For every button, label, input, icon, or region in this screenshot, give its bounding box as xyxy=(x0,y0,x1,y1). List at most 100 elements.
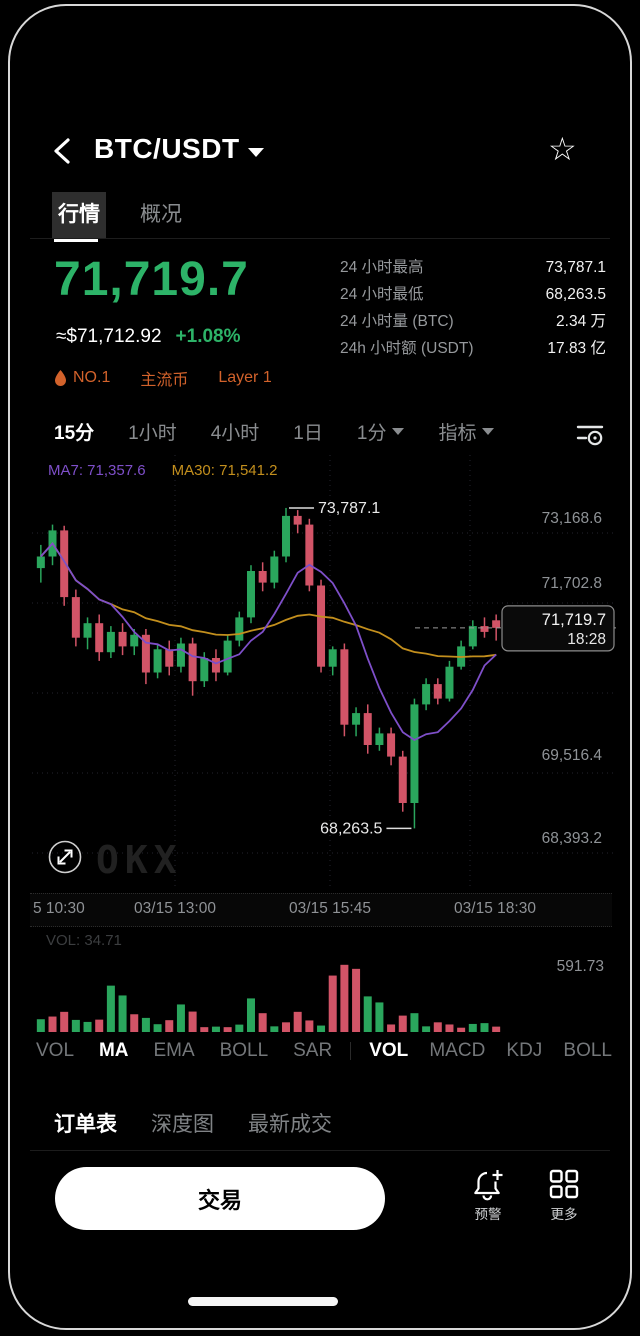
stat-row: 24 小时最低 68,263.5 xyxy=(340,281,606,308)
ma30-label: MA30: 71,541.2 xyxy=(171,462,278,479)
caret-down-icon xyxy=(392,428,405,435)
chart-settings-icon[interactable] xyxy=(576,420,604,448)
badge-label: 主流币 xyxy=(140,372,189,389)
candles-layer xyxy=(36,507,501,829)
x-axis-label: 03/15 18:30 xyxy=(454,900,536,917)
market-tabs: 行情 概况 xyxy=(52,192,188,242)
stat-value: 68,263.5 xyxy=(545,286,606,303)
stat-value: 2.34 万 xyxy=(556,313,606,330)
x-axis-label: 03/15 13:00 xyxy=(134,900,216,917)
bell-plus-icon xyxy=(474,1170,503,1201)
price-change: +1.08% xyxy=(175,326,241,347)
usd-price: ≈$71,712.92 xyxy=(56,326,162,347)
indicator-row: VOL MA EMA BOLL SAR VOL MACD KDJ BOLL xyxy=(36,1040,612,1062)
timeframe-row: 15分 1小时 4小时 1日 1分 指标 xyxy=(54,418,554,445)
market-tab[interactable]: 行情 xyxy=(52,192,106,242)
y-axis-label: 71,702.8 xyxy=(542,575,602,592)
stat-value: 17.83 亿 xyxy=(547,340,606,357)
ma7-label: MA7: 71,357.6 xyxy=(48,462,146,479)
last-price-box[interactable]: 71,719.7 18:28 xyxy=(501,605,615,652)
indicator-separator xyxy=(350,1042,352,1060)
fullscreen-expand-button[interactable] xyxy=(48,840,82,874)
pair-title[interactable]: BTC/USDT xyxy=(94,133,240,164)
more-action[interactable]: 更多 xyxy=(534,1168,594,1223)
flame-icon xyxy=(55,369,66,386)
indicator-tab[interactable]: SAR xyxy=(293,1040,333,1061)
stat-label: 24 小时最低 xyxy=(340,286,424,303)
timeframe-label: 1小时 xyxy=(128,423,177,444)
badge[interactable]: NO.1 xyxy=(54,369,110,387)
x-axis-label: 03/15 15:45 xyxy=(289,900,371,917)
timeframe-tab[interactable]: 指标 xyxy=(438,418,495,445)
stat-row: 24 小时量 (BTC) 2.34 万 xyxy=(340,308,606,335)
last-price: 71,719.7 xyxy=(54,253,249,306)
volume-axis-max: 591.73 xyxy=(556,958,604,975)
candlestick-chart[interactable]: 73,787.1 68,263.5 73,168.6 71,702.8 69,516.4… xyxy=(0,455,640,890)
ma-legend: MA7: 71,357.6 MA30: 71,541.2 xyxy=(48,462,278,479)
timeframe-label: 1日 xyxy=(293,423,323,444)
stat-label: 24 小时最高 xyxy=(340,259,424,276)
timeframe-label: 15分 xyxy=(54,423,95,444)
timeframe-tab[interactable]: 1分 xyxy=(357,418,405,445)
y-axis-label: 69,516.4 xyxy=(542,747,603,764)
grid-more-icon xyxy=(549,1169,579,1199)
indicator-tab[interactable]: MACD xyxy=(429,1040,486,1061)
usd-price-row: ≈$71,712.92 +1.08% xyxy=(56,326,241,348)
timeframe-label: 指标 xyxy=(438,423,477,444)
pair-dropdown-caret-icon[interactable] xyxy=(248,148,264,157)
indicator-tab[interactable]: VOL xyxy=(369,1040,409,1061)
timeframe-tab[interactable]: 1小时 xyxy=(128,418,177,445)
back-button[interactable] xyxy=(50,136,76,166)
badge-label: NO.1 xyxy=(73,369,111,386)
ma30-line xyxy=(40,542,497,658)
timeframe-tab[interactable]: 4小时 xyxy=(211,418,260,445)
main-indicators: VOL MA EMA BOLL SAR xyxy=(36,1040,332,1062)
caret-down-icon xyxy=(482,428,495,435)
stat-label: 24h 小时额 (USDT) xyxy=(340,340,474,357)
orderbook-tabs: 订单表 深度图 最新成交 xyxy=(54,1108,332,1138)
svg-text:71,719.7: 71,719.7 xyxy=(542,611,606,629)
stat-value: 73,787.1 xyxy=(545,259,606,276)
y-axis-label: 68,393.2 xyxy=(542,830,602,847)
low-annotation: 68,263.5 xyxy=(320,820,382,837)
okx-watermark: OKX xyxy=(96,838,183,882)
ma7-line xyxy=(40,542,497,742)
timeframe-tab[interactable]: 15分 xyxy=(54,418,94,445)
x-axis: 5 10:30 03/15 13:00 03/15 15:45 03/15 18:30 xyxy=(30,893,612,927)
timeframe-label: 1分 xyxy=(356,423,387,444)
timeframe-tab[interactable]: 1日 xyxy=(293,418,323,445)
badge[interactable]: Layer 1 xyxy=(218,369,271,387)
indicator-tab[interactable]: BOLL xyxy=(563,1040,612,1061)
volume-chart[interactable] xyxy=(0,928,640,1035)
badge-row: NO.1 主流币 Layer 1 xyxy=(54,366,272,390)
orderbook-tab[interactable]: 最新成交 xyxy=(248,1113,332,1136)
badge[interactable]: 主流币 xyxy=(140,366,188,390)
alert-label: 预警 xyxy=(474,1207,502,1222)
stat-row: 24h 小时额 (USDT) 17.83 亿 xyxy=(340,335,606,362)
x-axis-label: 5 10:30 xyxy=(33,900,85,917)
market-tab[interactable]: 概况 xyxy=(140,203,182,226)
indicator-tab[interactable]: EMA xyxy=(153,1040,195,1061)
more-label: 更多 xyxy=(550,1207,578,1222)
stat-label: 24 小时量 (BTC) xyxy=(340,313,454,330)
favorite-star-icon[interactable]: ☆ xyxy=(548,131,577,167)
indicator-tab[interactable]: MA xyxy=(98,1040,129,1061)
svg-text:18:28: 18:28 xyxy=(567,631,606,648)
volume-value-label: VOL: 34.71 xyxy=(46,932,122,949)
indicator-tab[interactable]: KDJ xyxy=(506,1040,543,1061)
high-annotation: 73,787.1 xyxy=(318,500,380,517)
badge-label: Layer 1 xyxy=(218,369,272,386)
stat-row: 24 小时最高 73,787.1 xyxy=(340,254,606,281)
divider xyxy=(30,238,610,239)
stats-panel: 24 小时最高 73,787.1 24 小时最低 68,263.5 24 小时量… xyxy=(340,254,606,362)
trade-button[interactable]: 交易 xyxy=(55,1167,385,1230)
orderbook-tab[interactable]: 订单表 xyxy=(54,1113,117,1136)
timeframe-label: 4小时 xyxy=(210,423,260,444)
orderbook-tab[interactable]: 深度图 xyxy=(151,1113,214,1136)
price-alert-action[interactable]: 预警 xyxy=(458,1168,518,1223)
home-indicator[interactable] xyxy=(188,1297,338,1306)
indicator-tab[interactable]: BOLL xyxy=(219,1040,269,1061)
indicator-tab[interactable]: VOL xyxy=(36,1040,75,1061)
y-axis-label: 73,168.6 xyxy=(542,510,602,527)
sub-indicators: VOL MACD KDJ BOLL xyxy=(369,1040,612,1062)
